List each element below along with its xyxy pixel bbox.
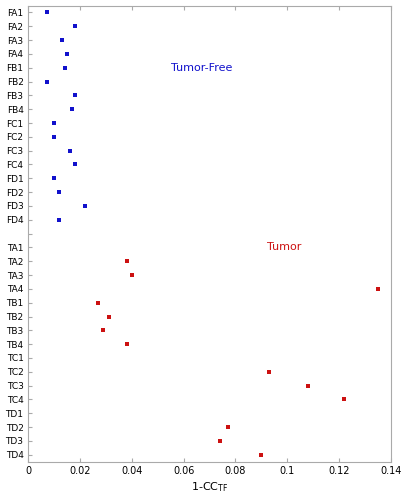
Text: Tumor: Tumor [267,242,301,252]
Text: Tumor-Free: Tumor-Free [171,62,232,72]
X-axis label: 1-CC$_{\mathregular{TF}}$: 1-CC$_{\mathregular{TF}}$ [191,480,228,494]
